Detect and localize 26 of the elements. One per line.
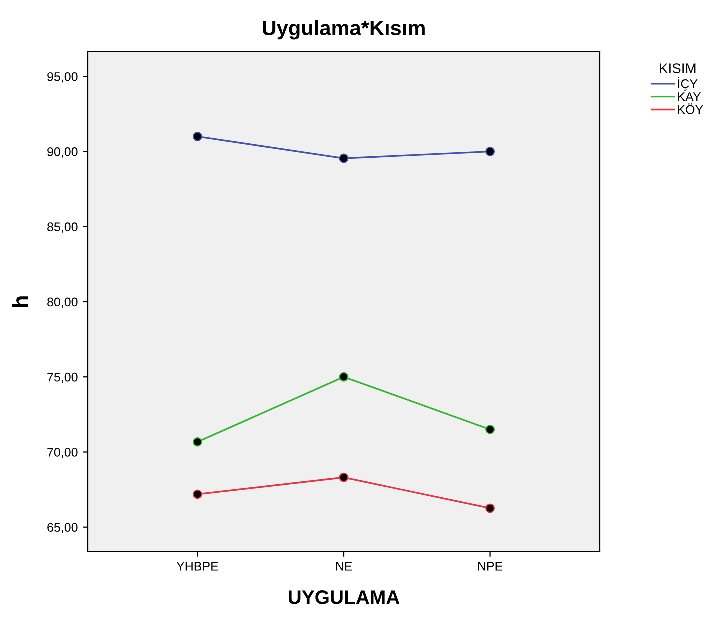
legend-title: KISIM [660,64,696,74]
point [486,424,496,434]
y-tick-label: 70,00 [48,448,78,458]
x-axis-title: UYGULAMA [289,590,400,604]
point [339,154,349,164]
y-tick-label: 75,00 [48,372,78,384]
legend-label: İÇY [678,77,698,91]
point [486,504,496,514]
point [339,472,349,482]
x-tick-label: NE [336,562,352,571]
point [339,372,349,382]
point [192,490,202,500]
y-tick-label: 90,00 [48,148,78,158]
legend-label: KAY [678,92,702,102]
x-tick-label: NPE [478,562,503,571]
point [192,437,202,447]
point [192,132,202,142]
chart-title: Uygulama*Kısım [263,20,425,40]
y-tick-label: 65,00 [48,523,78,534]
point [486,147,496,156]
y-tick-label: 95,00 [48,72,78,83]
legend-label: KÖY [678,104,704,114]
y-tick-label: 85,00 [48,222,78,234]
y-axis-title: h [12,296,28,308]
x-tick-label: YHBPE [176,562,218,571]
y-tick-label: 80,00 [48,298,78,308]
